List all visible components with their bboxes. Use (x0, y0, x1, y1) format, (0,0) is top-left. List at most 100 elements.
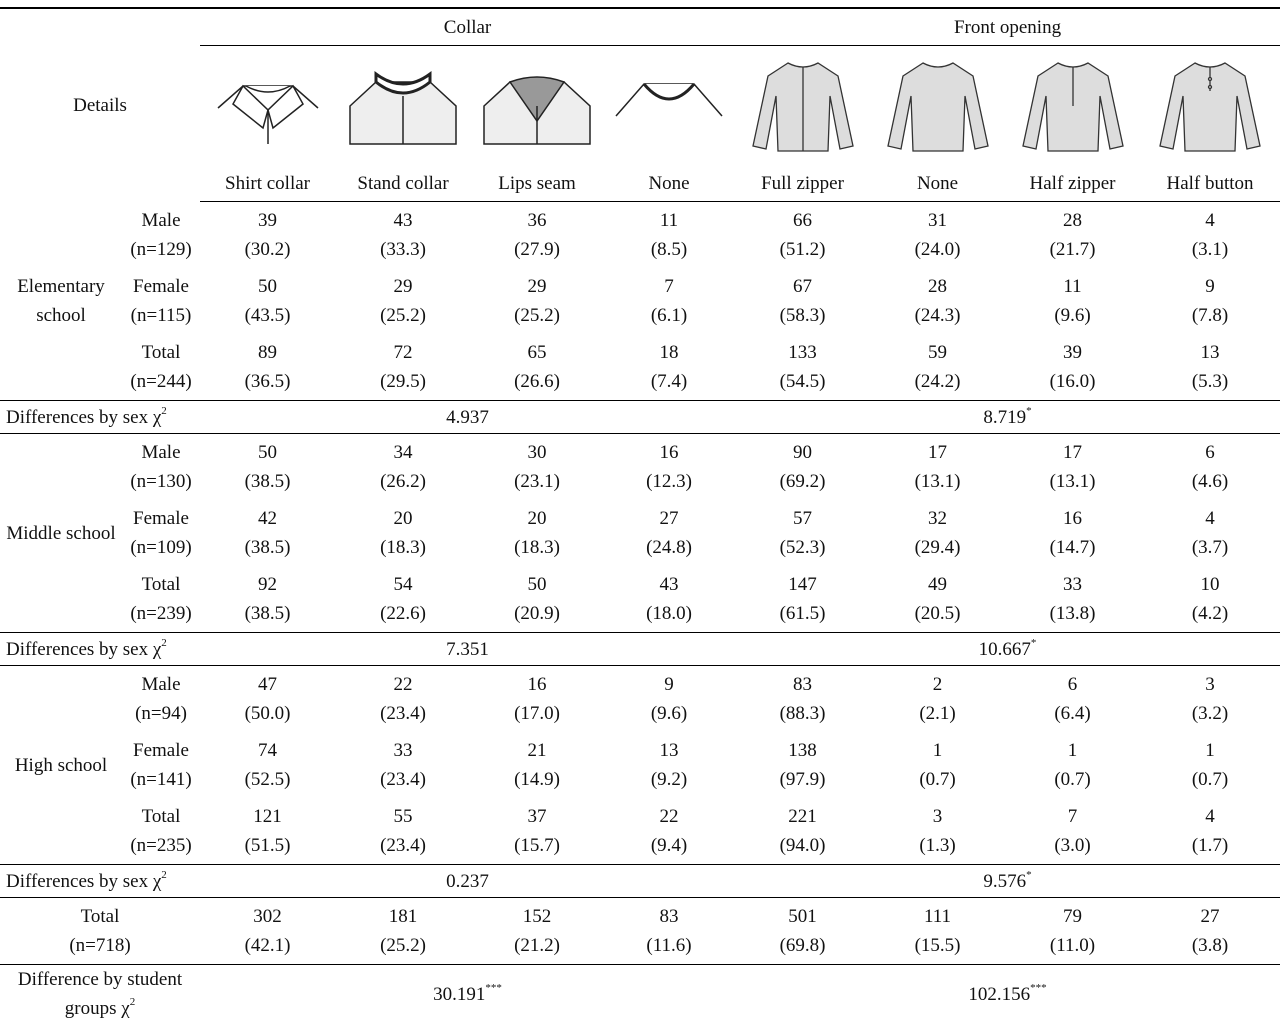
chi-value: 30.191*** (200, 965, 735, 1024)
cell-value: 74 (258, 740, 278, 761)
cell-value: 4 (1205, 806, 1215, 827)
significance: *** (1030, 981, 1047, 994)
cell-value: (38.5) (244, 603, 291, 624)
cell: 17 (13.1) (1005, 434, 1140, 501)
data-row: High school Male (n=94) 47 (50.0) 22 (23.4) 16(… (0, 666, 1280, 776)
column-header: Shirt collar (200, 165, 336, 202)
cell: 28 (21.7) (1005, 202, 1140, 269)
cell-value: (97.9) (779, 769, 826, 790)
cell: 65 (26.6) (471, 334, 603, 401)
cell-value: 32 (928, 508, 948, 529)
group-text: Total (141, 806, 181, 827)
cell-value: 30 (527, 442, 547, 463)
chi-value: 10.667* (735, 632, 1280, 666)
column-header: Half zipper (1005, 165, 1141, 202)
cell-value: (33.3) (380, 239, 426, 260)
half-zipper-icon (1021, 61, 1124, 152)
cell: 33 (13.8) (1005, 566, 1140, 633)
chi-number: 9.576 (983, 870, 1027, 892)
cell-value: 11 (659, 210, 679, 231)
cell-value: (0.7) (1054, 769, 1091, 790)
cell: 133 (54.5) (735, 334, 870, 401)
cell: 6 (6.4) (1005, 666, 1140, 733)
cell-value: 16 (1063, 508, 1083, 529)
cell-value: (23.4) (380, 769, 426, 790)
cell: 54 (22.6) (335, 566, 471, 633)
cell-value: (23.4) (380, 703, 426, 724)
cell-value: (25.2) (514, 305, 560, 326)
cell-value: 181 (388, 906, 418, 927)
data-row: Female (n=141) 74 (52.5) 33 (23.4) 21 (14.9) 13 (… (0, 732, 1280, 798)
group-label: Total (n=244) (122, 334, 200, 401)
cell-value: 49 (928, 574, 948, 595)
cell: 152 (21.2) (471, 897, 604, 965)
cell-value: (30.2) (244, 239, 291, 260)
cell-value: 83 (659, 906, 679, 927)
cell: 43 (33.3) (335, 202, 471, 269)
group-text: (n=94) (135, 703, 187, 724)
group-label: Total (n=239) (122, 566, 200, 633)
cell: 2 (2.1) (870, 666, 1005, 733)
chi-number: 30.191 (433, 983, 486, 1005)
cell-value: 111 (923, 906, 952, 927)
cell: 9 (9.6) (603, 666, 735, 733)
cell-value: 6 (1205, 442, 1215, 463)
cell-value: 10 (1200, 574, 1220, 595)
cell-value: 92 (258, 574, 278, 595)
cell-value: (24.2) (914, 371, 961, 392)
cell-value: (11.6) (646, 935, 692, 956)
cell-value: (51.5) (244, 835, 291, 856)
data-row: Elementary school Male (n=129) 39 (30.2) 43 (3… (0, 202, 1280, 326)
cell-value: (6.1) (650, 305, 688, 326)
cell-value: 138 (788, 740, 817, 761)
cell: 21 (14.9) (471, 732, 603, 798)
cell: 147 (61.5) (735, 566, 870, 633)
cell-value: (20.5) (914, 603, 961, 624)
cell-value: (3.2) (1191, 703, 1229, 724)
cell-value: 54 (393, 574, 413, 595)
cell-value: (8.5) (650, 239, 688, 260)
cell: 111 (15.5) (870, 897, 1006, 965)
cell: 92 (38.5) (200, 566, 335, 633)
chi-label-text: Differences by sex χ (6, 638, 162, 660)
cell-value: (9.6) (1054, 305, 1091, 326)
cell: 59 (24.2) (870, 334, 1005, 401)
group-text: (n=239) (130, 603, 192, 624)
cell: 7 (3.0) (1005, 798, 1140, 865)
cell-value: 9 (1205, 276, 1215, 297)
cell-value: 18 (659, 342, 679, 363)
cell: 39 (30.2) (200, 202, 335, 269)
chi-label-text: Differences by sex χ (6, 406, 162, 428)
cell-value: (27.9) (514, 239, 560, 260)
chi-row: Differences by sex χ2 7.351 10.667* (0, 632, 1280, 666)
lips-seam-icon (483, 75, 591, 145)
cell: 74 (52.5) (200, 732, 335, 798)
cell-value: 152 (522, 906, 552, 927)
cell-value: 221 (788, 806, 817, 827)
group-label: Female (n=141) (122, 732, 200, 798)
cell-value: (9.6) (650, 703, 688, 724)
chi-label: Differences by sex χ2 (0, 632, 201, 666)
cell: 181 (25.2) (335, 897, 472, 965)
chi-number: 10.667 (978, 638, 1031, 660)
page: Details Collar Front opening Shirt colla… (0, 7, 1280, 1031)
cell-value: 79 (1063, 906, 1083, 927)
cell-value: 67 (793, 276, 813, 297)
cell-value: (38.5) (244, 471, 291, 492)
cell-value: (25.2) (380, 305, 426, 326)
cell-value: (4.6) (1191, 471, 1229, 492)
chi-label-text: Difference by student groups χ (17, 969, 183, 1019)
cell-value: 16 (659, 442, 679, 463)
cell-value: 22 (659, 806, 679, 827)
chi-label: Difference by student groups χ2 (0, 965, 200, 1024)
column-header: Lips seam (471, 165, 604, 202)
cell-value: 34 (393, 442, 413, 463)
group-text: (n=235) (130, 835, 192, 856)
cell-value: 50 (527, 574, 547, 595)
cell-value: 37 (527, 806, 547, 827)
cell-value: (61.5) (779, 603, 826, 624)
cell-value: (52.5) (244, 769, 291, 790)
cell-value: (24.3) (914, 305, 961, 326)
cell-value: 1 (1067, 740, 1078, 761)
cell-value: (58.3) (779, 305, 826, 326)
